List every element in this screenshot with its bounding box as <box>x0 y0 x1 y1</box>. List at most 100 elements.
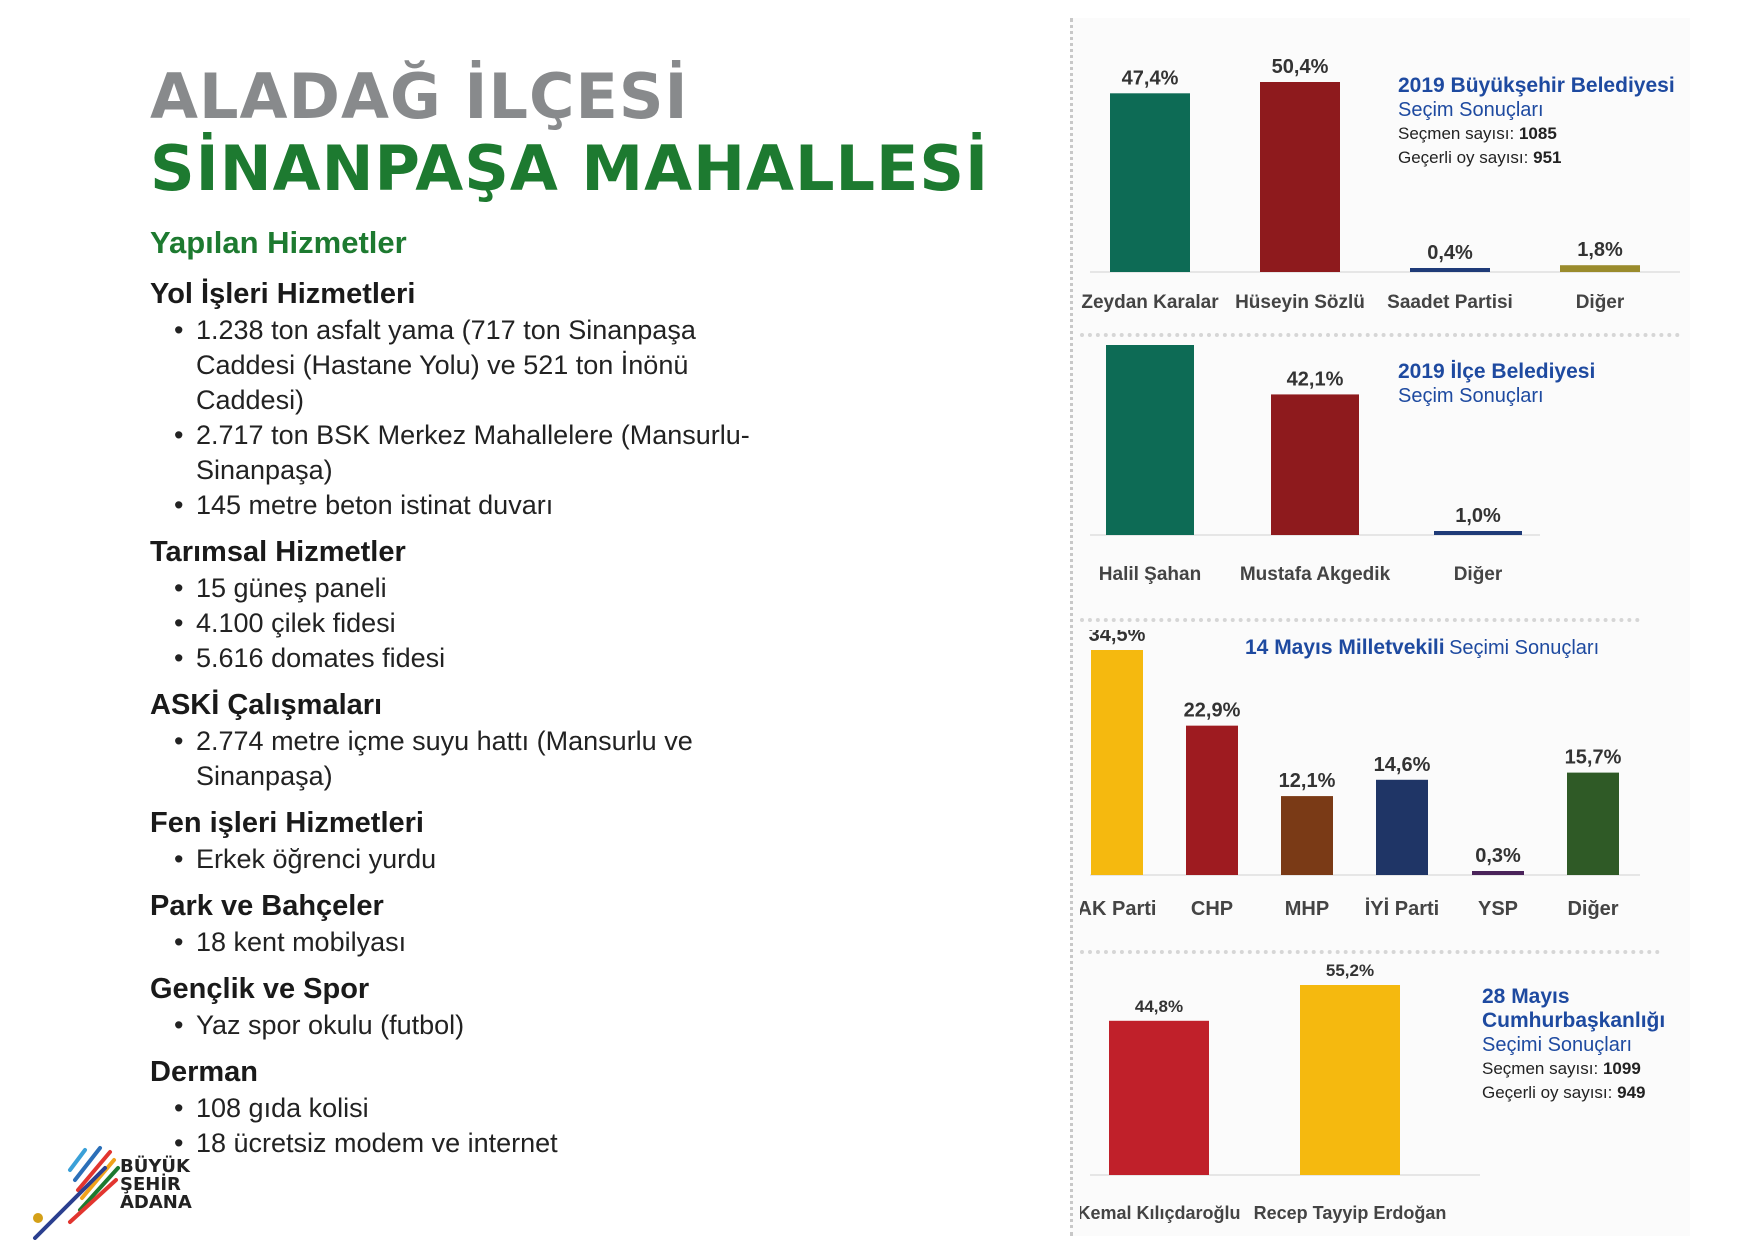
voter-count: Seçmen sayısı: 1085 <box>1398 124 1557 143</box>
bar <box>1271 394 1359 535</box>
buyuksehir-adana-logo <box>33 1146 120 1240</box>
bar-value-label: 1,0% <box>1455 505 1501 527</box>
bar-value-label: 1,8% <box>1577 239 1623 261</box>
page-title-neighborhood: SİNANPAŞA MAHALLESİ <box>150 132 990 205</box>
service-item: 2.774 metre içme suyu hattı (Mansurlu ve… <box>174 724 830 794</box>
bar-value-label: 56,9% <box>1122 340 1179 341</box>
service-item: 5.616 domates fidesi <box>174 641 830 676</box>
service-item: 1.238 ton asfalt yama (717 ton Sinanpaşa… <box>174 313 756 418</box>
bar <box>1186 725 1238 875</box>
category-title: Gençlik ve Spor <box>150 973 370 1005</box>
valid-vote-count: Geçerli oy sayısı: 949 <box>1482 1083 1646 1102</box>
category-label: Diğer <box>1454 564 1503 585</box>
service-item: 18 kent mobilyası <box>174 925 830 960</box>
service-item: Erkek öğrenci yurdu <box>174 842 830 877</box>
category-label: Mustafa Akgedik <box>1240 564 1391 585</box>
category-title: Derman <box>150 1056 258 1088</box>
bar-value-label: 47,4% <box>1122 67 1179 89</box>
logo-line: ŞEHİR <box>120 1174 181 1195</box>
voter-count: Seçmen sayısı: 1099 <box>1482 1059 1641 1078</box>
category-label: Hüseyin Sözlü <box>1235 292 1365 313</box>
bar <box>1472 871 1524 875</box>
chart-14-may-parliament: 34,5% AK Parti 22,9% CHP 12,1% MHP 14,6% İYİ Pa… <box>1080 630 1640 920</box>
bar <box>1106 345 1194 535</box>
bar-value-label: 55,2% <box>1326 961 1374 980</box>
chart-subtitle: Seçim Sonuçları <box>1398 99 1544 121</box>
chart-legend-14-may: 14 Mayıs Milletvekili Seçimi Sonuçları <box>1245 636 1599 660</box>
bar <box>1091 650 1143 875</box>
service-category: Park ve Bahçeler 18 kent mobilyası <box>150 887 830 966</box>
service-item: 4.100 çilek fidesi <box>174 606 830 641</box>
category-title: Yol İşleri Hizmetleri <box>150 278 416 310</box>
bar <box>1560 265 1640 272</box>
page-title-district: ALADAĞ İLÇESİ <box>150 60 689 133</box>
category-label: Zeydan Karalar <box>1081 292 1219 313</box>
bar <box>1281 796 1333 875</box>
service-category: Derman 108 gıda kolisi 18 ücretsiz modem… <box>150 1053 830 1167</box>
section-divider <box>1080 333 1680 337</box>
category-title: Tarımsal Hizmetler <box>150 536 406 568</box>
service-category: Tarımsal Hizmetler 15 güneş paneli 4.100… <box>150 533 830 682</box>
category-label: İYİ Parti <box>1365 897 1439 920</box>
bar-value-label: 0,3% <box>1475 845 1521 867</box>
bar <box>1110 93 1190 272</box>
bar-value-label: 50,4% <box>1272 56 1329 78</box>
logo-line: ADANA <box>120 1192 192 1213</box>
category-label: CHP <box>1191 898 1233 920</box>
service-item: 145 metre beton istinat duvarı <box>174 488 830 523</box>
bar <box>1109 1020 1209 1175</box>
category-title: Fen işleri Hizmetleri <box>150 807 424 839</box>
services-heading: Yapılan Hizmetler <box>150 225 407 260</box>
service-category: Gençlik ve Spor Yaz spor okulu (futbol) <box>150 970 830 1049</box>
category-label: Diğer <box>1576 292 1625 313</box>
section-divider <box>1080 618 1640 622</box>
services-list: Yol İşleri Hizmetleri 1.238 ton asfalt y… <box>150 275 830 1171</box>
service-category: ASKİ Çalışmaları 2.774 metre içme suyu h… <box>150 686 830 800</box>
bar-value-label: 15,7% <box>1565 747 1622 769</box>
chart-2019-metropolitan: 47,4% Zeydan Karalar 50,4% Hüseyin Sözlü 0,4… <box>1081 56 1680 313</box>
service-category: Yol İşleri Hizmetleri 1.238 ton asfalt y… <box>150 275 830 529</box>
bar-value-label: 22,9% <box>1184 700 1241 722</box>
bar <box>1567 772 1619 875</box>
chart-subtitle: Seçimi Sonuçları <box>1482 1034 1633 1056</box>
valid-vote-count: Geçerli oy sayısı: 951 <box>1398 148 1562 167</box>
service-item: Yaz spor okulu (futbol) <box>174 1008 830 1043</box>
bar-value-label: 34,5% <box>1089 630 1146 646</box>
category-label: Recep Tayyip Erdoğan <box>1254 1203 1447 1223</box>
logo-text: BÜYÜK ŞEHİR ADANA <box>120 1158 192 1212</box>
service-item: 108 gıda kolisi <box>174 1091 830 1126</box>
category-label: Saadet Partisi <box>1387 292 1513 313</box>
chart-legend-28-may: 28 Mayıs Cumhurbaşkanlığı Seçimi Sonuçla… <box>1482 985 1666 1105</box>
bar <box>1410 268 1490 272</box>
service-category: Fen işleri Hizmetleri Erkek öğrenci yurd… <box>150 804 830 883</box>
bar-value-label: 42,1% <box>1287 368 1344 390</box>
chart-title: 2019 Büyükşehir Belediyesi <box>1398 74 1675 97</box>
bar <box>1260 82 1340 272</box>
chart-28-may-presidential: 44,8% Kemal Kılıçdaroğlu 55,2% Recep Tayyip… <box>1080 961 1480 1223</box>
chart-subtitle: Seçimi Sonuçları <box>1449 637 1600 659</box>
category-title: Park ve Bahçeler <box>150 890 384 922</box>
category-title: ASKİ Çalışmaları <box>150 689 383 721</box>
bar <box>1434 531 1522 535</box>
bar-value-label: 14,6% <box>1374 754 1431 776</box>
service-item: 18 ücretsiz modem ve internet <box>174 1126 830 1161</box>
bar-value-label: 44,8% <box>1135 997 1183 1016</box>
chart-title: 28 Mayıs Cumhurbaşkanlığı <box>1482 985 1666 1032</box>
chart-legend-2019-metropolitan: 2019 Büyükşehir Belediyesi Seçim Sonuçla… <box>1398 74 1675 170</box>
service-item: 15 güneş paneli <box>174 571 830 606</box>
category-label: MHP <box>1285 898 1329 920</box>
section-divider <box>1080 950 1660 954</box>
chart-subtitle: Seçim Sonuçları <box>1398 385 1544 407</box>
category-label: Halil Şahan <box>1099 564 1201 585</box>
category-label: Diğer <box>1567 898 1618 920</box>
chart-title: 14 Mayıs Milletvekili <box>1245 636 1445 659</box>
emblem-icon <box>33 1213 43 1223</box>
chart-title: 2019 İlçe Belediyesi <box>1398 360 1596 383</box>
chart-2019-district: 56,9% Halil Şahan 42,1% Mustafa Akgedik 1,0%… <box>1090 340 1540 585</box>
bar-value-label: 12,1% <box>1279 770 1336 792</box>
bar <box>1376 779 1428 875</box>
chart-legend-2019-district: 2019 İlçe Belediyesi Seçim Sonuçları <box>1398 360 1595 408</box>
category-label: YSP <box>1478 898 1518 920</box>
bar <box>1300 985 1400 1175</box>
service-item: 2.717 ton BSK Merkez Mahallelere (Mansur… <box>174 418 830 488</box>
